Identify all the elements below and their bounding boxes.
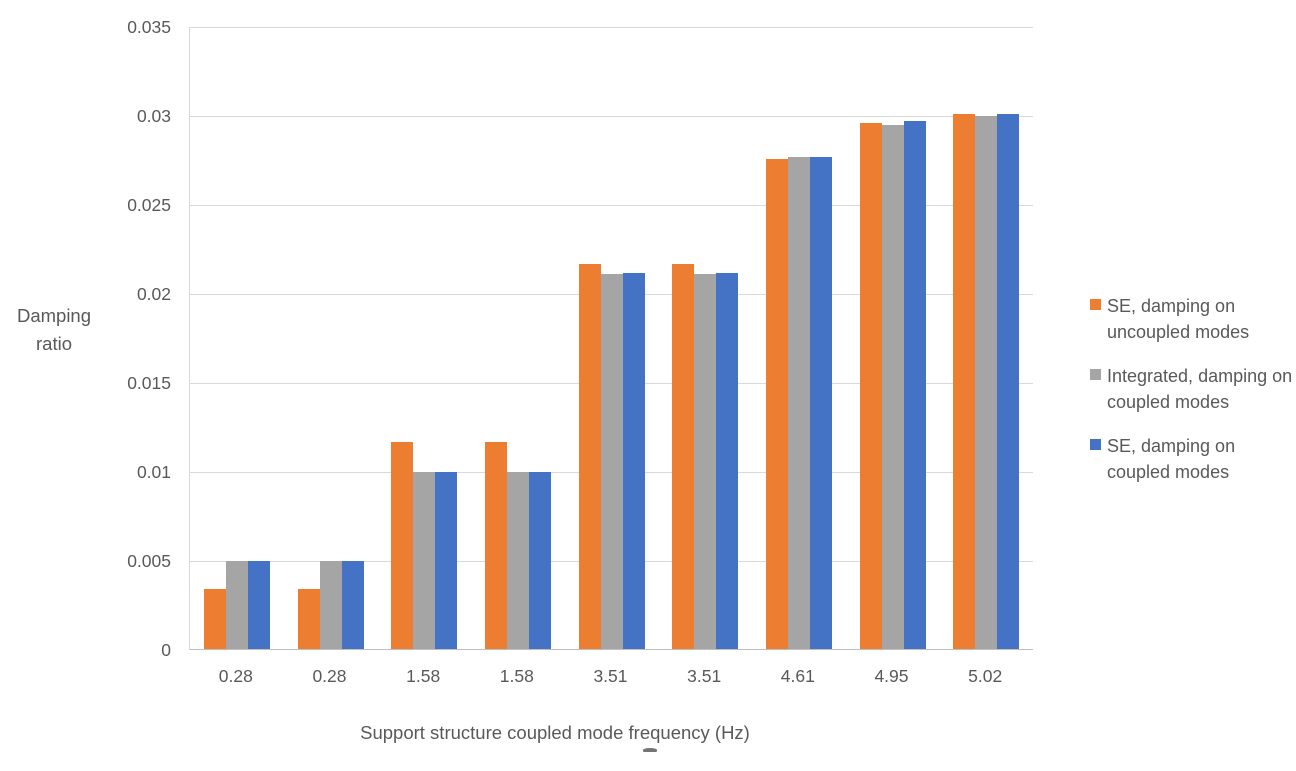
bar-series2-cat8	[881, 124, 904, 650]
y-tick-label-0.01: 0.01	[136, 462, 171, 482]
x-tick-label-6: 3.51	[687, 666, 722, 686]
bar-series2-cat2	[319, 561, 342, 650]
bar-series3-cat8	[903, 121, 926, 650]
legend-label: Integrated, damping on coupled modes	[1107, 366, 1293, 412]
bar-series1-cat4	[484, 441, 507, 650]
legend-swatch-icon	[1090, 299, 1101, 310]
bar-series1-cat9	[953, 114, 976, 650]
gridline-0.035	[190, 27, 1033, 28]
x-tick-label-4: 1.58	[499, 666, 534, 686]
gridline-0.025	[190, 205, 1033, 206]
bar-series3-cat3	[435, 472, 458, 650]
bar-series1-cat3	[391, 441, 414, 650]
bar-series1-cat2	[297, 589, 320, 650]
legend-item-3: SE, damping on coupled modes	[1090, 433, 1296, 485]
bar-series3-cat4	[528, 472, 551, 650]
gridline-0.03	[190, 116, 1033, 117]
bar-series2-cat6	[694, 274, 717, 650]
bar-series3-cat9	[997, 114, 1020, 650]
x-axis-title: Support structure coupled mode frequency…	[360, 722, 750, 743]
bar-series1-cat1	[203, 589, 226, 650]
y-tick-label-0: 0	[161, 640, 171, 660]
x-tick-label-8: 4.95	[874, 666, 909, 686]
x-tick-label-9: 5.02	[968, 666, 1003, 686]
bar-series2-cat7	[787, 156, 810, 650]
y-tick-label-0.015: 0.015	[127, 373, 171, 393]
y-axis-title: Damping ratio	[16, 305, 92, 354]
legend-item-1: SE, damping on uncoupled modes	[1090, 293, 1296, 345]
bar-series3-cat6	[716, 272, 739, 650]
bar-series2-cat9	[975, 116, 998, 650]
bar-series3-cat7	[809, 156, 832, 650]
bar-series2-cat1	[225, 561, 248, 650]
legend-item-2: Integrated, damping on coupled modes	[1090, 363, 1296, 415]
y-tick-label-0.02: 0.02	[136, 284, 171, 304]
x-tick-label-1: 0.28	[218, 666, 253, 686]
bar-series3-cat1	[247, 561, 270, 650]
plot-area	[189, 27, 1033, 650]
bar-series1-cat5	[578, 263, 601, 650]
bar-series1-cat8	[859, 123, 882, 650]
legend-swatch-icon	[1090, 439, 1101, 450]
bar-series2-cat3	[413, 472, 436, 650]
y-tick-label-0.03: 0.03	[136, 106, 171, 126]
legend-label: SE, damping on uncoupled modes	[1107, 296, 1250, 342]
legend: SE, damping on uncoupled modes Integrated…	[1090, 293, 1296, 493]
bar-series3-cat5	[622, 272, 645, 650]
x-tick-label-3: 1.58	[406, 666, 441, 686]
x-tick-label-5: 3.51	[593, 666, 628, 686]
bar-series2-cat5	[600, 274, 623, 650]
legend-label: SE, damping on coupled modes	[1107, 436, 1236, 482]
y-tick-label-0.035: 0.035	[127, 17, 171, 37]
bar-series2-cat4	[506, 472, 529, 650]
bar-series1-cat6	[672, 263, 695, 650]
bar-series1-cat7	[765, 158, 788, 650]
x-tick-label-2: 0.28	[312, 666, 347, 686]
y-tick-label-0.005: 0.005	[127, 551, 171, 571]
cropped-text-fragment	[643, 748, 657, 752]
x-tick-label-7: 4.61	[780, 666, 815, 686]
x-axis-line	[190, 649, 1033, 650]
legend-swatch-icon	[1090, 369, 1101, 380]
bar-series3-cat2	[341, 561, 364, 650]
y-tick-label-0.025: 0.025	[127, 195, 171, 215]
